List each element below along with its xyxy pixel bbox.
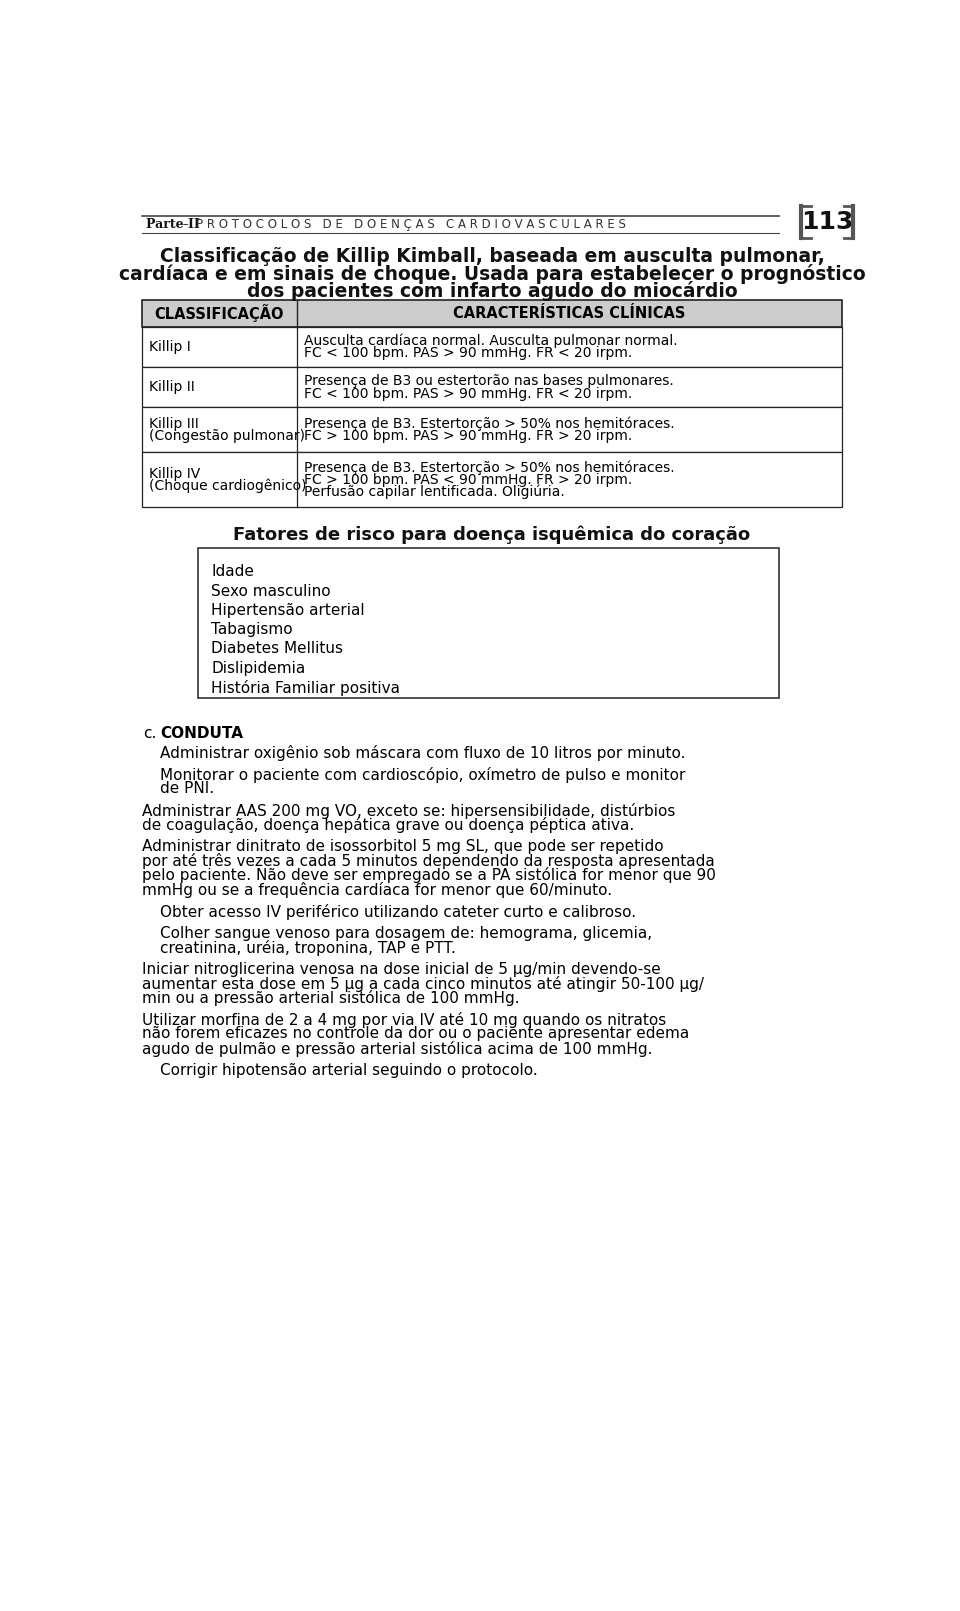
Bar (142, 327, 842, 367)
Text: creatinina, uréia, troponina, TAP e PTT.: creatinina, uréia, troponina, TAP e PTT. (160, 939, 456, 955)
Text: 113: 113 (801, 209, 853, 234)
Text: FC > 100 bpm. PAS < 90 mmHg. FR > 20 irpm.: FC > 100 bpm. PAS < 90 mmHg. FR > 20 irp… (304, 472, 633, 487)
Text: mmHg ou se a frequência cardíaca for menor que 60/minuto.: mmHg ou se a frequência cardíaca for men… (142, 881, 612, 897)
Text: Parte II: Parte II (146, 219, 200, 232)
Text: min ou a pressão arterial sistólica de 100 mmHg.: min ou a pressão arterial sistólica de 1… (142, 991, 519, 1007)
Text: por até três vezes a cada 5 minutos dependendo da resposta apresentada: por até três vezes a cada 5 minutos depe… (142, 854, 714, 870)
Bar (142, 300, 842, 327)
Text: Killip II: Killip II (150, 380, 195, 395)
Text: CARACTERÍSTICAS CLÍNICAS: CARACTERÍSTICAS CLÍNICAS (453, 306, 685, 321)
Text: Diabetes Mellitus: Diabetes Mellitus (211, 641, 344, 656)
Text: FC > 100 bpm. PAS > 90 mmHg. FR > 20 irpm.: FC > 100 bpm. PAS > 90 mmHg. FR > 20 irp… (304, 429, 633, 443)
Text: –  P R O T O C O L O S   D E   D O E N Ç A S   C A R D I O V A S C U L A R E S: – P R O T O C O L O S D E D O E N Ç A S … (179, 219, 626, 232)
Text: Perfusão capilar lentificada. Oligiúria.: Perfusão capilar lentificada. Oligiúria. (304, 485, 565, 499)
Text: aumentar esta dose em 5 μg a cada cinco minutos até atingir 50-100 μg/: aumentar esta dose em 5 μg a cada cinco … (142, 976, 704, 992)
Text: Killip III: Killip III (150, 417, 200, 430)
Text: dos pacientes com infarto agudo do miocárdio: dos pacientes com infarto agudo do miocá… (247, 280, 737, 301)
Text: c.: c. (143, 727, 156, 741)
Text: de PNI.: de PNI. (160, 781, 214, 796)
Text: agudo de pulmão e pressão arterial sistólica acima de 100 mmHg.: agudo de pulmão e pressão arterial sistó… (142, 1041, 652, 1057)
Text: História Familiar positiva: História Familiar positiva (211, 680, 400, 696)
Text: Iniciar nitroglicerina venosa na dose inicial de 5 μg/min devendo-se: Iniciar nitroglicerina venosa na dose in… (142, 962, 660, 976)
Text: Administrar oxigênio sob máscara com fluxo de 10 litros por minuto.: Administrar oxigênio sob máscara com flu… (160, 744, 685, 760)
Text: Hipertensão arterial: Hipertensão arterial (211, 603, 365, 619)
Text: Classificação de Killip Kimball, baseada em ausculta pulmonar,: Classificação de Killip Kimball, baseada… (159, 246, 825, 266)
Text: Killip IV: Killip IV (150, 467, 201, 480)
Text: Dislipidemia: Dislipidemia (211, 661, 305, 675)
Text: Corrigir hipotensão arterial seguindo o protocolo.: Corrigir hipotensão arterial seguindo o … (160, 1063, 538, 1078)
Bar (142, 453, 842, 507)
Bar (198, 548, 779, 698)
Text: Colher sangue venoso para dosagem de: hemograma, glicemia,: Colher sangue venoso para dosagem de: he… (160, 926, 653, 941)
Text: CONDUTA: CONDUTA (160, 727, 243, 741)
Text: Obter acesso IV periférico utilizando cateter curto e calibroso.: Obter acesso IV periférico utilizando ca… (160, 904, 636, 920)
Text: Idade: Idade (211, 564, 254, 580)
Text: Monitorar o paciente com cardioscópio, oxímetro de pulso e monitor: Monitorar o paciente com cardioscópio, o… (160, 767, 685, 783)
Text: Fatores de risco para doença isquêmica do coração: Fatores de risco para doença isquêmica d… (233, 525, 751, 545)
Text: Presença de B3. Estertorção > 50% nos hemitóraces.: Presença de B3. Estertorção > 50% nos he… (304, 461, 675, 475)
Text: Utilizar morfina de 2 a 4 mg por via IV até 10 mg quando os nitratos: Utilizar morfina de 2 a 4 mg por via IV … (142, 1012, 666, 1028)
Bar (142, 367, 842, 408)
Text: CLASSIFICAÇÃO: CLASSIFICAÇÃO (155, 304, 284, 322)
Text: Administrar AAS 200 mg VO, exceto se: hipersensibilidade, distúrbios: Administrar AAS 200 mg VO, exceto se: hi… (142, 802, 675, 818)
Bar (142, 408, 842, 453)
Text: Administrar dinitrato de isossorbitol 5 mg SL, que pode ser repetido: Administrar dinitrato de isossorbitol 5 … (142, 839, 663, 854)
Text: FC < 100 bpm. PAS > 90 mmHg. FR < 20 irpm.: FC < 100 bpm. PAS > 90 mmHg. FR < 20 irp… (304, 387, 633, 401)
Text: Presença de B3 ou estertorão nas bases pulmonares.: Presença de B3 ou estertorão nas bases p… (304, 374, 674, 388)
Text: FC < 100 bpm. PAS > 90 mmHg. FR < 20 irpm.: FC < 100 bpm. PAS > 90 mmHg. FR < 20 irp… (304, 346, 633, 361)
Text: cardíaca e em sinais de choque. Usada para estabelecer o prognóstico: cardíaca e em sinais de choque. Usada pa… (119, 264, 865, 284)
Text: Sexo masculino: Sexo masculino (211, 583, 331, 599)
Text: Tabagismo: Tabagismo (211, 622, 293, 638)
Text: Presença de B3. Estertorção > 50% nos hemitóraces.: Presença de B3. Estertorção > 50% nos he… (304, 416, 675, 430)
Text: não forem eficazes no controle da dor ou o paciente apresentar edema: não forem eficazes no controle da dor ou… (142, 1026, 689, 1041)
Text: pelo paciente. Não deve ser empregado se a PA sistólica for menor que 90: pelo paciente. Não deve ser empregado se… (142, 867, 715, 883)
Text: (Congestão pulmonar): (Congestão pulmonar) (150, 429, 305, 443)
Text: Ausculta cardíaca normal. Ausculta pulmonar normal.: Ausculta cardíaca normal. Ausculta pulmo… (304, 333, 678, 348)
Text: de coagulação, doença hepática grave ou doença péptica ativa.: de coagulação, doença hepática grave ou … (142, 817, 634, 833)
Text: (Choque cardiogênico): (Choque cardiogênico) (150, 478, 307, 493)
Text: Killip I: Killip I (150, 340, 191, 354)
